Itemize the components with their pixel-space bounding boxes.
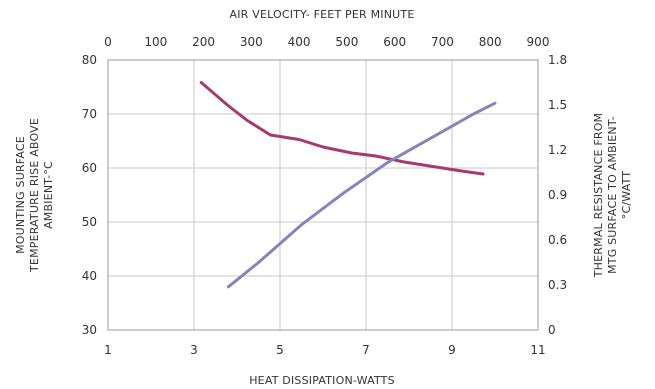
bottom-tick-label: 3 [190,343,198,357]
bottom-tick-label: 7 [362,343,370,357]
right-axis-label-line-2: MTG SURFACE TO AMBIENT- [606,116,619,274]
series-line-1 [199,81,485,176]
bottom-tick-label: 5 [276,343,284,357]
right-tick-label: 0.6 [548,233,567,247]
left-tick-label: 30 [82,323,97,337]
left-tick-label: 70 [82,107,97,121]
left-axis-label-line-2: TEMPERATURE RISE ABOVE [28,118,41,273]
right-axis-label-line-3: °C/WATT [620,171,633,220]
left-tick-label: 50 [82,215,97,229]
right-axis-label-line-1: THERMAL RESISTANCE FROM [592,113,605,279]
top-tick-label: 400 [288,35,311,49]
bottom-tick-label: 1 [104,343,112,357]
top-tick-label: 0 [104,35,112,49]
right-axis-label: THERMAL RESISTANCE FROM MTG SURFACE TO A… [592,113,633,279]
right-tick-label: 0.3 [548,278,567,292]
top-tick-label: 300 [240,35,263,49]
left-tick-label: 60 [82,161,97,175]
bottom-axis-label: HEAT DISSIPATION-WATTS [249,374,395,387]
left-axis-label-line-1: MOUNTING SURFACE [14,136,27,254]
right-tick-label: 0.9 [548,188,567,202]
left-tick-label: 40 [82,269,97,283]
top-tick-label: 100 [144,35,167,49]
top-tick-label: 900 [527,35,550,49]
top-tick-label: 600 [383,35,406,49]
bottom-tick-label: 9 [448,343,456,357]
left-axis-label: MOUNTING SURFACE TEMPERATURE RISE ABOVE … [14,118,55,273]
top-axis-label: AIR VELOCITY- FEET PER MINUTE [230,8,415,21]
top-tick-label: 700 [431,35,454,49]
left-axis-label-line-3: AMBIENT-°C [42,161,55,229]
plot-frame [107,59,539,331]
right-tick-label: 1.8 [548,53,567,67]
series-line-2 [226,101,497,289]
right-tick-label: 1.2 [548,143,567,157]
bottom-tick-label: 11 [530,343,545,357]
series-layer [199,81,497,289]
top-tick-label: 200 [192,35,215,49]
top-tick-label: 800 [479,35,502,49]
right-tick-label: 1.5 [548,98,567,112]
grid-lines [107,59,539,331]
top-tick-label: 500 [335,35,358,49]
left-tick-label: 80 [82,53,97,67]
right-tick-label: 0 [548,323,556,337]
